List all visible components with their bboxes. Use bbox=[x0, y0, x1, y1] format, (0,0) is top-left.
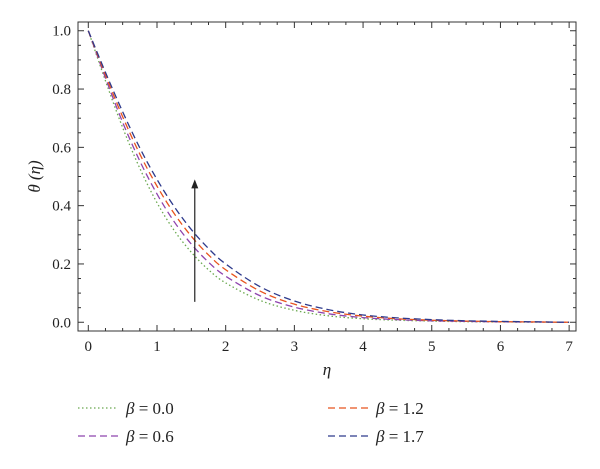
plot-border bbox=[77, 21, 577, 332]
x-tick-label: 1 bbox=[153, 339, 161, 355]
annotation-arrow bbox=[191, 179, 199, 302]
y-tick-label: 0.2 bbox=[52, 257, 71, 273]
series-line-0 bbox=[87, 30, 570, 323]
series-line-2 bbox=[87, 30, 570, 323]
y-tick-label: 0.4 bbox=[52, 199, 71, 215]
legend-label-1: β = 0.6 bbox=[125, 427, 174, 446]
x-tick-label: 6 bbox=[497, 339, 505, 355]
series-line-1 bbox=[87, 30, 570, 323]
y-tick-label: 0.6 bbox=[52, 140, 71, 156]
x-tick-label: 2 bbox=[222, 339, 230, 355]
legend-label-0: β = 0.0 bbox=[125, 399, 174, 418]
legend: β = 0.0 β = 0.6 β = 1.2 β = 1.7 bbox=[78, 399, 424, 446]
legend-label-3: β = 1.7 bbox=[375, 427, 424, 446]
x-tick-label: 7 bbox=[565, 339, 573, 355]
x-tick-label: 3 bbox=[291, 339, 299, 355]
series-line-3 bbox=[87, 30, 570, 323]
y-tick-label: 1.0 bbox=[52, 24, 71, 40]
arrow-head bbox=[191, 179, 199, 189]
x-tick-label: 4 bbox=[359, 339, 367, 355]
legend-label-2: β = 1.2 bbox=[375, 399, 424, 418]
plot-frame bbox=[77, 21, 577, 332]
y-tick-label: 0.8 bbox=[52, 82, 71, 98]
x-tick-label: 5 bbox=[428, 339, 436, 355]
x-axis-label: η bbox=[323, 360, 331, 379]
series-lines bbox=[87, 30, 570, 323]
y-tick-label: 0.0 bbox=[52, 315, 71, 331]
x-tick-label: 0 bbox=[85, 339, 93, 355]
axis-ticks: 0 1 2 3 4 5 6 7 0.0 0.2 0.4 0.6 0.8 1.0 bbox=[52, 22, 576, 355]
y-axis-label: θ (η) bbox=[25, 160, 44, 193]
